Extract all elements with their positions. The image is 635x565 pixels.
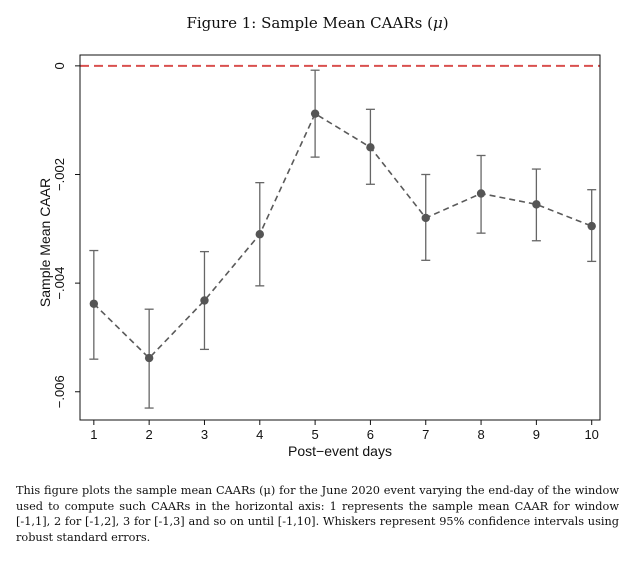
- data-point: [310, 109, 320, 118]
- plot-frame: [79, 54, 601, 421]
- data-point: [421, 213, 430, 223]
- data-point: [255, 230, 264, 239]
- x-tick-label: 10: [584, 427, 598, 442]
- y-tick-label: 0: [52, 62, 67, 69]
- x-tick-label: 7: [422, 427, 429, 442]
- x-tick-label: 2: [146, 427, 153, 442]
- data-point: [532, 200, 541, 209]
- data-point: [144, 353, 154, 363]
- figure-caption: This figure plots the sample mean CAARs …: [16, 484, 619, 544]
- y-tick-label: −.006: [52, 375, 67, 408]
- axis-layer: 1 2 3 4 5 6 7 8 9 10 0 −.002 −.004 −.006: [52, 62, 599, 442]
- x-tick-label: 3: [201, 427, 208, 442]
- data-point: [366, 143, 375, 152]
- y-tick-label: −.004: [52, 267, 67, 300]
- y-tick-label: −.002: [52, 158, 67, 191]
- x-tick-label: 4: [256, 427, 263, 442]
- data-point: [89, 299, 99, 308]
- x-axis-label: Post−event days: [288, 443, 392, 459]
- data-point: [200, 296, 209, 305]
- y-axis-label: Sample Mean CAAR: [37, 178, 53, 307]
- series-line: [93, 112, 592, 360]
- x-tick-label: 9: [533, 427, 540, 442]
- x-tick-label: 8: [477, 427, 484, 442]
- x-tick-label: 6: [367, 427, 374, 442]
- data-point: [476, 189, 486, 198]
- data-point: [587, 221, 596, 231]
- x-tick-label: 5: [311, 427, 318, 442]
- series-layer: [89, 69, 597, 409]
- caar-chart: 1 2 3 4 5 6 7 8 9 10 0 −.002 −.004 −.006 Sample Mean …: [37, 54, 601, 459]
- x-tick-label: 1: [90, 427, 97, 442]
- figure-title: Figure 1: Sample Mean CAARs (μ): [186, 14, 449, 32]
